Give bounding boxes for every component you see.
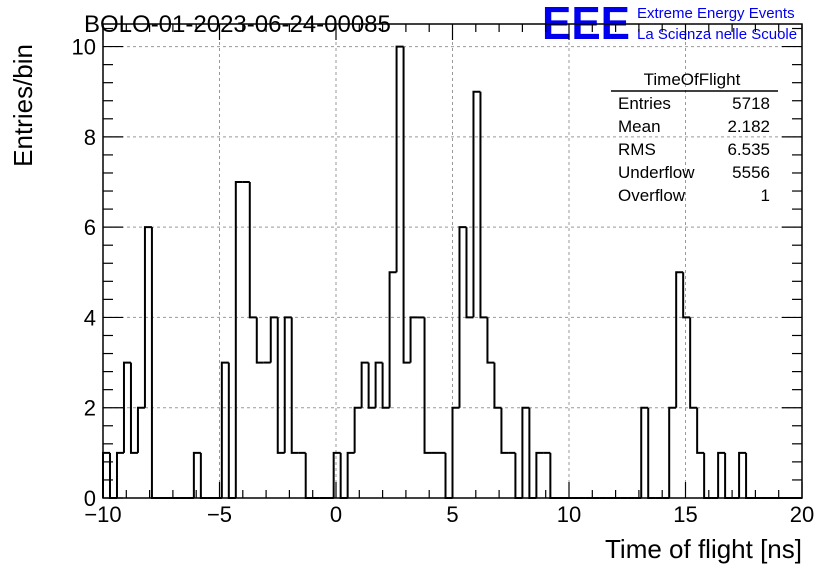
histogram-bin	[696, 407, 705, 454]
histogram-bin	[738, 451, 747, 498]
histogram-bin	[675, 271, 684, 408]
histogram-bin	[234, 181, 243, 498]
y-tick-label: 8	[84, 125, 96, 150]
x-axis-label: Time of flight [ns]	[605, 534, 802, 564]
stats-row-label: RMS	[618, 140, 656, 159]
histogram-bin	[689, 317, 698, 409]
stats-row-value: 5718	[732, 94, 770, 113]
histogram-bin	[276, 317, 285, 454]
histogram-bars	[102, 45, 802, 499]
stats-rows: Entries 5718 Mean 2.182 RMS 6.535 Underflow 555…	[618, 94, 770, 205]
logo-line-1: Extreme Energy Events	[637, 5, 795, 22]
y-tick-label: 2	[84, 396, 96, 421]
histogram-bin	[451, 406, 460, 498]
histogram-bin	[332, 451, 341, 498]
x-tick-label: 20	[790, 502, 814, 527]
histogram-bin	[535, 451, 544, 498]
histogram-bin	[290, 317, 299, 454]
y-axis-label: Entries/bin	[8, 44, 38, 167]
histogram-bin	[122, 361, 131, 453]
histogram-bin	[500, 407, 509, 454]
histogram-bin	[269, 316, 278, 363]
histogram-bin	[402, 46, 411, 364]
y-tick-label: 4	[84, 305, 96, 330]
histogram-bin	[668, 406, 677, 498]
histogram-bin	[192, 451, 201, 498]
x-tick-label: −5	[207, 502, 232, 527]
x-tick-label: 15	[673, 502, 697, 527]
stats-row-value: 2.182	[727, 117, 770, 136]
histogram-bin	[395, 45, 404, 273]
histogram-bin	[367, 362, 376, 409]
stats-row-label: Overflow	[618, 186, 686, 205]
x-tick-label: 5	[446, 502, 458, 527]
histogram-bin	[143, 226, 152, 408]
histogram-bin	[136, 406, 145, 453]
histogram-bin	[248, 182, 257, 319]
histogram-bin	[458, 226, 467, 408]
axes: −10 −5 0 5 10 15 20 0 2 4 6 8 10	[72, 23, 814, 527]
histogram-bin	[682, 272, 691, 319]
stats-box: TimeOfFlight Entries 5718 Mean 2.182 RMS 6.53…	[611, 70, 778, 205]
stats-row-label: Mean	[618, 117, 661, 136]
y-tick-label: 0	[84, 486, 96, 511]
x-tick-label: 10	[557, 502, 581, 527]
histogram-bin	[346, 451, 355, 498]
histogram-bin	[283, 316, 292, 453]
histogram-bin	[381, 362, 390, 409]
histogram-bin	[129, 362, 138, 454]
histogram-bin	[423, 317, 432, 454]
histogram-bin	[409, 316, 418, 363]
stats-row-label: Underflow	[618, 163, 695, 182]
stats-title: TimeOfFlight	[644, 70, 741, 89]
stats-row-value: 5556	[732, 163, 770, 182]
histogram-bin	[220, 361, 229, 498]
histogram-bin	[640, 406, 649, 498]
histogram-bin	[717, 451, 726, 498]
histogram-bin	[115, 451, 124, 498]
histogram-bin	[521, 406, 530, 498]
x-tick-label: 0	[330, 502, 342, 527]
histogram-bin	[374, 361, 383, 408]
histogram-bin	[360, 361, 369, 408]
y-tick-label: 6	[84, 215, 96, 240]
histogram-bin	[388, 271, 397, 408]
histogram-bin	[493, 362, 502, 409]
histogram-bin	[465, 227, 474, 319]
y-tick-label: 10	[72, 35, 96, 60]
stats-row-value: 6.535	[727, 140, 770, 159]
histogram-bin	[255, 317, 264, 364]
histogram-bin	[486, 317, 495, 364]
stats-row-value: 1	[761, 186, 770, 205]
histogram-bin	[479, 91, 488, 319]
logo-line-2: La Scienza nelle Scuole	[637, 26, 797, 43]
x-tick-label: −10	[84, 502, 121, 527]
stats-row-label: Entries	[618, 94, 671, 113]
histogram-bin	[472, 90, 481, 318]
histogram-bin	[353, 406, 362, 453]
